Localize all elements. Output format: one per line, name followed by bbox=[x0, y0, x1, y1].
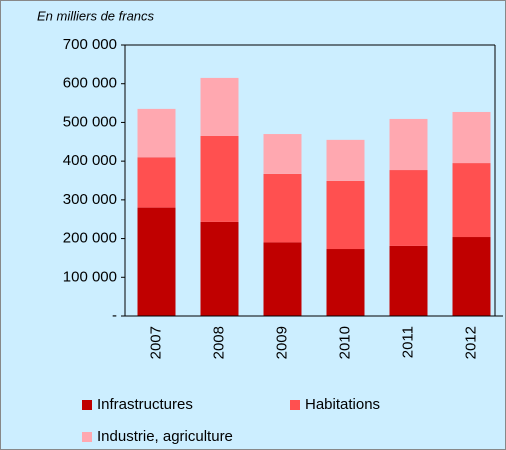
x-tick-label: 2011 bbox=[399, 326, 416, 358]
bar-segment bbox=[200, 77, 239, 136]
bar-segment bbox=[326, 139, 365, 181]
y-tick-label: 700 000 bbox=[63, 36, 117, 53]
bar-segment bbox=[137, 108, 176, 158]
bar-segment bbox=[200, 135, 239, 222]
legend-swatch bbox=[290, 400, 300, 410]
bar-segment bbox=[263, 242, 302, 316]
bar-segment bbox=[200, 221, 239, 316]
bar-segment bbox=[326, 180, 365, 250]
chart-subtitle: En milliers de francs bbox=[37, 8, 155, 23]
y-tick-label: 200 000 bbox=[63, 230, 117, 247]
y-tick-label: - bbox=[112, 307, 117, 324]
bar-segment bbox=[452, 111, 491, 164]
legend-swatch bbox=[82, 400, 92, 410]
y-tick-label: 500 000 bbox=[63, 113, 117, 130]
bar-segment bbox=[137, 157, 176, 208]
y-tick-label: 300 000 bbox=[63, 191, 117, 208]
bar-segment bbox=[389, 245, 428, 316]
y-tick-label: 600 000 bbox=[63, 75, 117, 92]
legend-label: Industrie, agriculture bbox=[97, 428, 233, 445]
bar-segment bbox=[389, 118, 428, 171]
legend-label: Habitations bbox=[305, 396, 380, 413]
bar-segment bbox=[263, 134, 302, 174]
x-tick-label: 2007 bbox=[147, 326, 164, 359]
x-tick-label: 2012 bbox=[462, 326, 479, 359]
legend-label: Infrastructures bbox=[97, 396, 193, 413]
bar-segment bbox=[452, 237, 491, 316]
y-tick-label: 100 000 bbox=[63, 268, 117, 285]
x-tick-label: 2010 bbox=[336, 326, 353, 359]
bar-segment bbox=[263, 173, 302, 243]
y-tick-label: 400 000 bbox=[63, 152, 117, 169]
x-tick-label: 2009 bbox=[273, 326, 290, 359]
bar-segment bbox=[326, 249, 365, 316]
bar-segment bbox=[452, 163, 491, 238]
bar-segment bbox=[137, 207, 176, 316]
x-tick-label: 2008 bbox=[210, 326, 227, 359]
legend-swatch bbox=[82, 432, 92, 442]
bar-segment bbox=[389, 170, 428, 246]
